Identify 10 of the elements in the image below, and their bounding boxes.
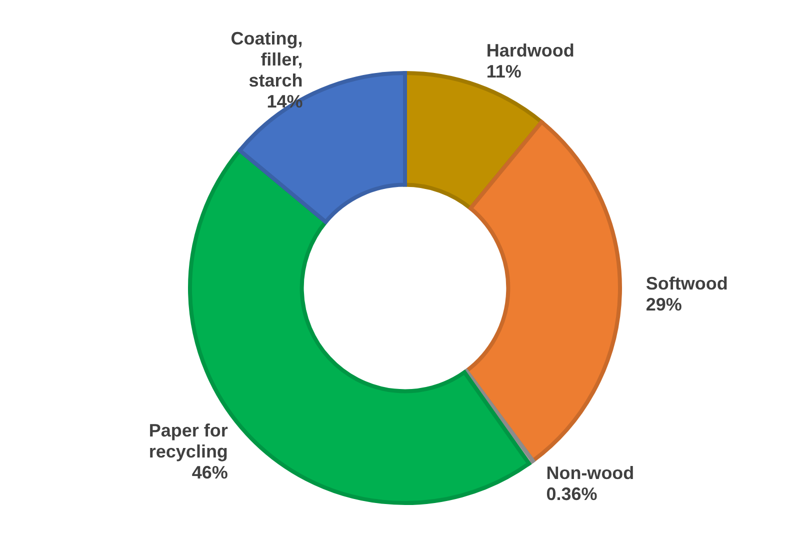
slice-label: Paper for recycling	[148, 420, 228, 462]
slice-label: Non-wood	[546, 462, 634, 483]
slice-label: Softwood	[646, 274, 728, 294]
data-label: 46%	[192, 462, 228, 483]
data-label: 29%	[646, 294, 682, 315]
data-label: 0.36%	[546, 484, 598, 504]
slice-label: Coating, filler, starch	[230, 28, 303, 90]
slice-label: Hardwood	[486, 40, 574, 61]
data-label: 11%	[486, 62, 522, 82]
donut-slice	[464, 120, 622, 463]
